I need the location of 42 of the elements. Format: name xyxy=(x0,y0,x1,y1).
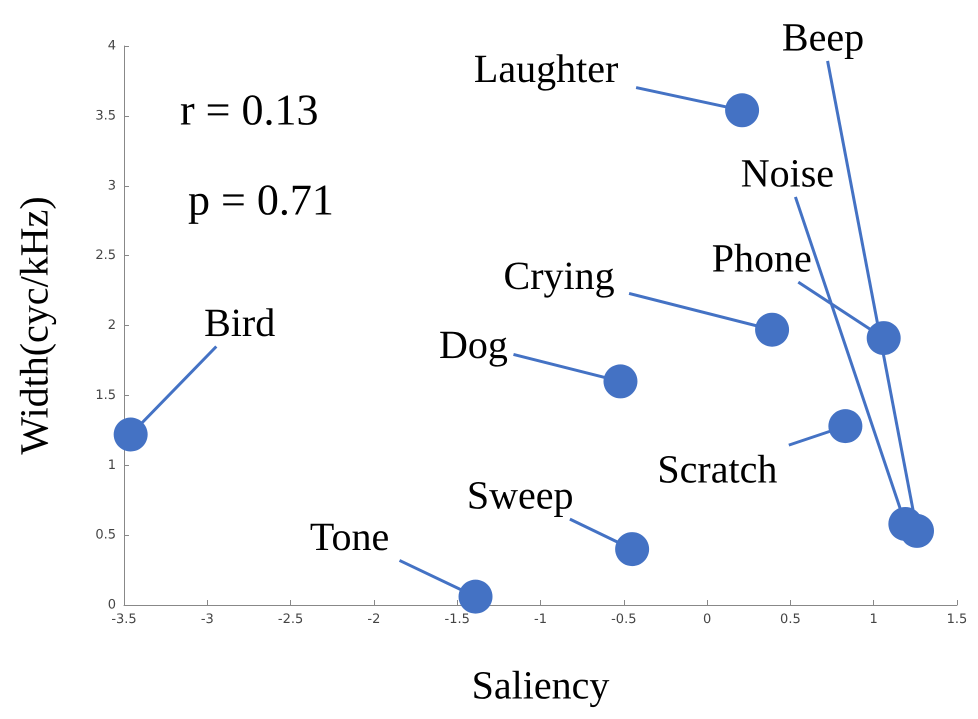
y-tick-label: 0.5 xyxy=(95,528,116,543)
y-tick-label: 3.5 xyxy=(95,108,116,124)
annotation: Noise xyxy=(740,150,834,196)
x-tick-label: -2 xyxy=(367,612,380,627)
y-axis-title: Width(cyc/kHz) xyxy=(12,196,56,455)
x-tick-label: 0.5 xyxy=(780,612,801,627)
annotation: Beep xyxy=(782,14,864,60)
annotation: Scratch xyxy=(657,446,778,492)
x-tick-label: 1 xyxy=(870,612,878,627)
x-tick-label: -1.5 xyxy=(444,612,470,627)
x-axis-title: Saliency xyxy=(472,662,610,708)
annotation: Phone xyxy=(712,236,812,281)
annotation: Sweep xyxy=(466,472,574,518)
y-tick-label: 1 xyxy=(108,458,116,473)
y-tick-label: 2 xyxy=(108,318,116,333)
point xyxy=(604,364,638,398)
annotation: Bird xyxy=(204,300,276,346)
point xyxy=(615,532,650,566)
y-tick-label: 0 xyxy=(108,598,116,612)
x-tick-label: 0 xyxy=(702,612,712,627)
annotation: Tone xyxy=(310,514,390,560)
annotation: Dog xyxy=(439,322,508,367)
point xyxy=(866,321,901,356)
y-tick-label: 2.5 xyxy=(95,248,116,264)
point xyxy=(828,409,862,444)
point xyxy=(458,580,493,614)
x-tick-label: -1 xyxy=(534,612,547,627)
y-tick-label: 1.5 xyxy=(95,388,116,403)
annotation: p = 0.71 xyxy=(188,176,334,224)
y-tick-label: 3 xyxy=(108,178,116,194)
annotation: Crying xyxy=(504,253,615,298)
x-tick-label: -0.5 xyxy=(611,612,636,627)
x-tick-label: -3 xyxy=(200,612,214,627)
x-tick-label: 1.5 xyxy=(946,612,968,627)
point xyxy=(114,418,148,452)
x-tick-label: -2.5 xyxy=(278,612,304,627)
annotation: r = 0.13 xyxy=(180,86,318,134)
x-tick-label: -3.5 xyxy=(111,612,137,627)
annotation: Laughter xyxy=(474,46,618,91)
point xyxy=(755,312,790,347)
point xyxy=(725,93,760,128)
y-tick-label: 4 xyxy=(108,38,116,54)
